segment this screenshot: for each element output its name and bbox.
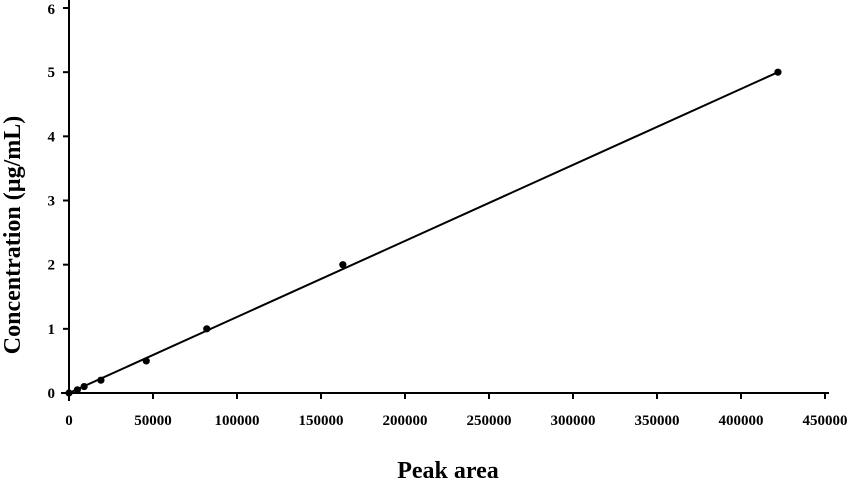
y-tick-label: 5 bbox=[48, 65, 56, 81]
data-points bbox=[65, 68, 782, 397]
x-axis-ticks: 0 50000 100000 150000 200000 250000 300000 3500… bbox=[65, 393, 848, 429]
x-tick-label: 350000 bbox=[635, 413, 680, 429]
x-tick-label: 200000 bbox=[383, 413, 428, 429]
y-tick-label: 3 bbox=[48, 194, 56, 210]
y-tick-label: 2 bbox=[48, 258, 56, 274]
data-point bbox=[339, 261, 347, 269]
y-tick-label: 1 bbox=[48, 322, 56, 338]
data-point bbox=[97, 376, 105, 384]
x-tick-label: 50000 bbox=[134, 413, 172, 429]
x-tick-label: 100000 bbox=[215, 413, 260, 429]
y-tick-label: 6 bbox=[48, 2, 56, 18]
y-axis-title: Concentration (µg/mL) bbox=[0, 116, 26, 354]
data-point bbox=[80, 382, 88, 391]
x-tick-label: 450000 bbox=[803, 413, 848, 429]
data-point bbox=[203, 325, 211, 333]
data-point bbox=[774, 68, 782, 76]
x-axis-title: Peak area bbox=[397, 458, 499, 482]
trendline bbox=[68, 71, 779, 394]
x-tick-label: 250000 bbox=[467, 413, 512, 429]
y-tick-label: 4 bbox=[48, 129, 56, 145]
y-tick-label: 0 bbox=[48, 386, 56, 402]
x-tick-label: 300000 bbox=[551, 413, 596, 429]
x-tick-label: 150000 bbox=[299, 413, 344, 429]
y-axis-ticks: 0 1 2 3 4 5 6 bbox=[48, 2, 69, 402]
x-tick-label: 400000 bbox=[719, 413, 764, 429]
data-point bbox=[65, 389, 73, 397]
data-point bbox=[73, 386, 81, 394]
x-tick-label: 0 bbox=[65, 413, 73, 429]
data-point bbox=[142, 357, 150, 365]
